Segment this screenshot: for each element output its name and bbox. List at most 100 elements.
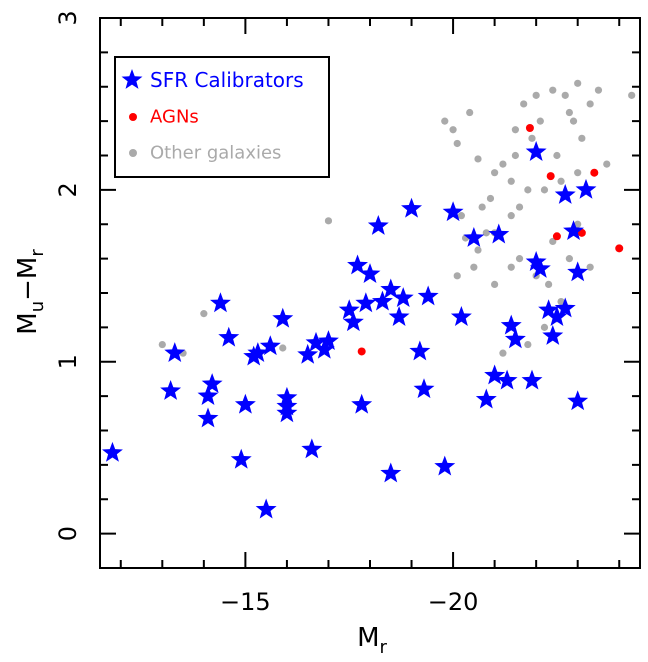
star-point bbox=[409, 340, 431, 361]
circle-point bbox=[357, 347, 366, 356]
circle-point bbox=[457, 212, 465, 220]
legend-dot-icon bbox=[129, 149, 137, 157]
star-point bbox=[554, 184, 576, 204]
legend-box bbox=[114, 56, 330, 178]
star-point bbox=[367, 214, 389, 235]
circle-point bbox=[540, 323, 549, 331]
circle-point bbox=[279, 344, 287, 352]
circle-point bbox=[628, 91, 636, 99]
circle-point bbox=[553, 151, 561, 160]
circle-point bbox=[466, 108, 474, 117]
star-point bbox=[488, 223, 510, 244]
circle-point bbox=[200, 310, 208, 318]
star-point bbox=[563, 220, 584, 241]
star-point bbox=[272, 307, 294, 328]
circle-point bbox=[324, 217, 333, 225]
circle-point bbox=[499, 160, 507, 168]
star-point bbox=[380, 278, 402, 299]
circle-point bbox=[574, 220, 582, 228]
star-point bbox=[575, 178, 597, 199]
star-point bbox=[380, 462, 402, 483]
x-tick-label: −15 bbox=[220, 588, 271, 616]
star-point bbox=[392, 287, 414, 308]
star-point bbox=[542, 324, 564, 345]
circle-point bbox=[569, 117, 578, 125]
star-point bbox=[525, 251, 547, 271]
circle-point bbox=[557, 177, 565, 185]
circle-point bbox=[491, 169, 499, 177]
legend-label: SFR Calibrators bbox=[150, 68, 304, 92]
circle-point bbox=[524, 340, 532, 349]
circle-point bbox=[511, 151, 519, 160]
circle-point bbox=[507, 212, 515, 220]
star-point bbox=[276, 402, 298, 423]
circle-point bbox=[453, 272, 461, 280]
series-other-galaxies bbox=[158, 79, 636, 357]
circle-point bbox=[520, 100, 528, 108]
star-point bbox=[197, 407, 219, 428]
star-point bbox=[529, 257, 551, 278]
circle-point bbox=[474, 155, 482, 163]
star-point bbox=[442, 201, 464, 222]
circle-point bbox=[594, 86, 603, 94]
star-point bbox=[521, 369, 543, 390]
star-point bbox=[102, 441, 123, 462]
star-point bbox=[475, 388, 497, 409]
circle-point bbox=[574, 79, 582, 87]
circle-point bbox=[565, 108, 573, 117]
star-point bbox=[201, 373, 223, 393]
circle-point bbox=[491, 280, 499, 289]
circle-point bbox=[515, 203, 524, 211]
legend-star-icon bbox=[121, 69, 143, 89]
circle-point bbox=[158, 340, 166, 349]
star-point bbox=[197, 385, 219, 406]
star-point bbox=[554, 297, 576, 318]
star-point bbox=[484, 364, 506, 385]
star-point bbox=[359, 263, 381, 283]
circle-point bbox=[478, 203, 486, 211]
star-point bbox=[247, 342, 269, 363]
circle-point bbox=[441, 117, 449, 125]
star-point bbox=[372, 290, 393, 311]
y-axis-title: Mu−Mr bbox=[13, 249, 48, 335]
circle-point bbox=[557, 297, 565, 306]
star-point bbox=[297, 343, 319, 364]
star-point bbox=[463, 227, 485, 247]
circle-point bbox=[549, 86, 557, 94]
star-point bbox=[434, 455, 456, 476]
circle-point bbox=[515, 255, 524, 263]
star-point bbox=[255, 498, 277, 519]
y-tick-label: 0 bbox=[54, 526, 82, 541]
points-layer bbox=[102, 79, 636, 519]
star-point bbox=[210, 292, 231, 313]
legend-label: Other galaxies bbox=[150, 143, 281, 164]
star-point bbox=[234, 393, 256, 414]
star-point bbox=[259, 335, 281, 356]
star-point bbox=[342, 311, 364, 332]
circle-point bbox=[470, 263, 478, 271]
star-point bbox=[313, 338, 335, 359]
legend-dot-icon bbox=[129, 113, 137, 121]
circle-point bbox=[561, 91, 569, 99]
circle-point bbox=[482, 229, 490, 237]
star-point bbox=[338, 299, 360, 320]
star-point bbox=[538, 299, 560, 320]
circle-point bbox=[511, 126, 519, 134]
circle-point bbox=[532, 91, 540, 99]
circle-point bbox=[590, 168, 599, 177]
circle-point bbox=[586, 263, 594, 271]
star-point bbox=[276, 395, 298, 416]
legend: SFR Calibrators AGNs Other galaxies bbox=[114, 56, 330, 178]
star-point bbox=[504, 328, 526, 349]
circle-point bbox=[486, 194, 495, 203]
star-point bbox=[218, 326, 240, 347]
star-point bbox=[164, 342, 186, 363]
circle-point bbox=[528, 134, 536, 142]
x-axis-title: Mr bbox=[357, 623, 387, 658]
star-point bbox=[567, 390, 589, 411]
star-point bbox=[500, 314, 522, 335]
star-point bbox=[450, 306, 472, 326]
circle-point bbox=[507, 263, 515, 271]
star-point bbox=[496, 369, 518, 390]
